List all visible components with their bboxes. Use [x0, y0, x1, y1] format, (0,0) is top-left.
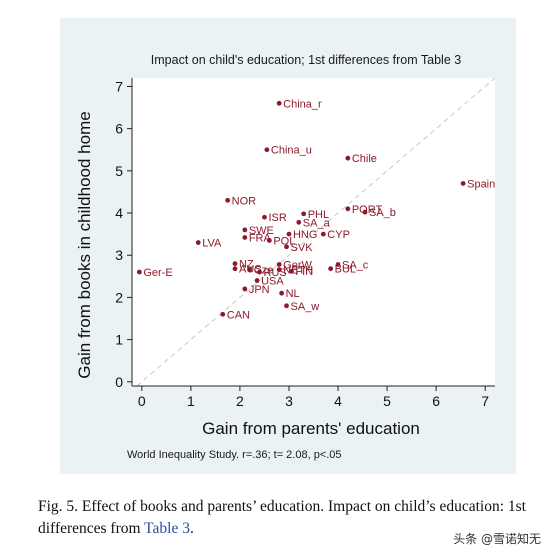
- data-point: [362, 209, 368, 215]
- point-label: China_u: [271, 145, 312, 157]
- plot-area: [132, 77, 496, 387]
- data-point: [279, 290, 285, 296]
- data-point: [345, 155, 351, 161]
- y-tick-label: 2: [115, 289, 123, 305]
- data-point: [247, 267, 253, 272]
- data-point: [286, 231, 292, 237]
- y-tick-label: 0: [115, 374, 123, 390]
- data-point: [276, 100, 282, 106]
- data-point: [264, 147, 270, 153]
- axes: 0 1 2 3 4 5 6 7 0 1 2 3 4 5 6 7: [115, 78, 495, 409]
- data-point: [195, 240, 201, 245]
- point-label: SA_a: [303, 217, 331, 229]
- data-point: [276, 262, 282, 267]
- reference-line: [136, 77, 496, 387]
- x-tick-label: 4: [334, 393, 342, 409]
- data-point: [242, 286, 248, 292]
- x-tick-label: 2: [236, 393, 244, 409]
- data-point: [136, 269, 142, 275]
- point-label: GerW: [283, 259, 312, 271]
- y-tick-label: 3: [115, 247, 123, 263]
- data-point: [276, 267, 282, 272]
- point-label: POL: [273, 235, 295, 247]
- data-point: [254, 278, 260, 283]
- point-label: JPN: [249, 284, 270, 296]
- point-label: HNG: [293, 229, 317, 241]
- y-tick-label: 5: [115, 163, 123, 179]
- point-label: USA: [261, 276, 284, 288]
- y-tick-label: 4: [115, 205, 123, 221]
- point-label: SA_c: [342, 259, 369, 271]
- data-point: [242, 235, 248, 240]
- data-point: [232, 266, 238, 272]
- point-label: FIN: [295, 266, 313, 278]
- point-label: SA_w: [291, 301, 320, 313]
- point-label: NL: [286, 288, 300, 300]
- point-label: SVK: [291, 242, 314, 254]
- data-point: [242, 227, 248, 233]
- point-label: Spain: [467, 178, 495, 190]
- point-label: CYP: [327, 229, 350, 241]
- point-label: PHL: [308, 209, 329, 221]
- x-tick-label: 7: [481, 393, 489, 409]
- point-label: China_r: [283, 98, 322, 110]
- x-tick-label: 0: [138, 393, 146, 409]
- point-label: CAN: [227, 309, 250, 321]
- scatter-chart: Impact on child's education; 1st differe…: [75, 53, 496, 461]
- x-tick-label: 5: [383, 393, 391, 409]
- caption-end: .: [190, 520, 194, 537]
- y-tick-label: 6: [115, 121, 123, 137]
- chart-title: Impact on child's education; 1st differe…: [151, 53, 461, 67]
- table-link[interactable]: Table 3: [144, 520, 190, 537]
- data-point: [345, 206, 351, 212]
- figure-caption: Fig. 5. Effect of books and parents’ edu…: [38, 496, 538, 540]
- point-label: SWE: [249, 225, 274, 237]
- figure-panel: Impact on child's education; 1st differe…: [60, 18, 516, 474]
- y-axis-label: Gain from books in childhood home: [75, 111, 94, 378]
- data-point: [296, 219, 302, 225]
- data-point: [220, 311, 226, 317]
- caption-text: Fig. 5. Effect of books and parents’ edu…: [38, 498, 526, 537]
- point-label: FRA: [249, 232, 272, 244]
- x-axis-label: Gain from parents' education: [202, 419, 420, 438]
- data-point: [257, 269, 262, 275]
- data-point: [301, 211, 307, 217]
- point-label: NOR: [232, 195, 256, 207]
- point-label: LVA: [202, 238, 222, 250]
- data-point: [284, 244, 289, 250]
- data-point: [328, 266, 334, 272]
- point-label: SA_b: [369, 207, 396, 219]
- data-point: [335, 262, 341, 267]
- point-label: PORT: [352, 204, 383, 216]
- point-label: Ger-E: [143, 267, 172, 279]
- x-tick-label: 6: [432, 393, 440, 409]
- plot-background: [132, 78, 495, 386]
- data-point: [266, 238, 272, 243]
- data-point: [284, 303, 289, 309]
- point-label: ISR: [268, 212, 286, 224]
- data-point: [320, 231, 326, 237]
- data-point: [232, 261, 238, 267]
- data-point: [262, 214, 267, 220]
- data-point: [225, 197, 231, 203]
- y-tick-label: 1: [115, 332, 123, 348]
- point-label: Chile: [352, 153, 377, 165]
- chart-note: World Inequality Study. r=.36; t= 2.08, …: [127, 449, 342, 461]
- data-point: [289, 268, 294, 274]
- data-point: [460, 181, 466, 186]
- y-tick-label: 7: [115, 78, 123, 94]
- point-label: NETH: [283, 265, 313, 277]
- x-tick-label: 3: [285, 393, 293, 409]
- watermark: 头条 @雪诺知无: [453, 532, 541, 546]
- x-tick-label: 1: [187, 393, 195, 409]
- point-label: BUL: [335, 264, 356, 276]
